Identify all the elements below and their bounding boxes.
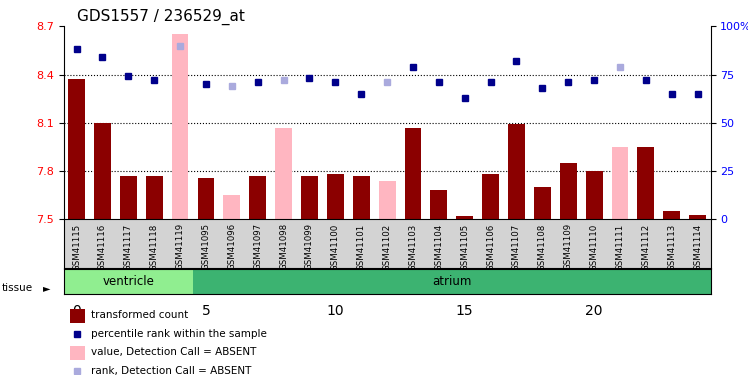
Bar — [146, 176, 162, 219]
Bar — [224, 195, 240, 219]
Text: GSM41103: GSM41103 — [408, 223, 417, 270]
Text: GSM41118: GSM41118 — [150, 223, 159, 270]
Text: tissue: tissue — [1, 283, 33, 293]
Text: ventricle: ventricle — [102, 275, 154, 288]
Text: GSM41101: GSM41101 — [357, 223, 366, 270]
Text: GSM41098: GSM41098 — [279, 223, 288, 270]
Text: GSM41108: GSM41108 — [538, 223, 547, 270]
Bar — [456, 216, 473, 219]
Text: GSM41109: GSM41109 — [564, 223, 573, 270]
Bar — [301, 176, 318, 219]
Text: GSM41111: GSM41111 — [616, 223, 625, 270]
Bar — [586, 171, 603, 219]
Text: GSM41096: GSM41096 — [227, 223, 236, 270]
Bar — [249, 176, 266, 219]
Bar — [327, 174, 344, 219]
Text: GSM41097: GSM41097 — [253, 223, 263, 270]
Text: GSM41110: GSM41110 — [589, 223, 598, 270]
Bar — [482, 174, 499, 219]
Bar — [171, 34, 188, 219]
Text: GSM41113: GSM41113 — [667, 223, 676, 270]
Text: GDS1557 / 236529_at: GDS1557 / 236529_at — [76, 9, 245, 25]
Text: GSM41095: GSM41095 — [201, 223, 210, 270]
Bar — [68, 80, 85, 219]
Text: GSM41100: GSM41100 — [331, 223, 340, 270]
Text: GSM41105: GSM41105 — [460, 223, 469, 270]
Bar — [534, 187, 551, 219]
Bar — [94, 123, 111, 219]
Text: GSM41119: GSM41119 — [176, 223, 185, 270]
Text: ►: ► — [43, 283, 51, 293]
Bar — [612, 147, 628, 219]
Bar — [378, 181, 396, 219]
Bar — [275, 128, 292, 219]
Bar — [637, 147, 654, 219]
Bar — [430, 190, 447, 219]
Bar — [70, 309, 85, 323]
Bar — [70, 346, 85, 360]
Bar — [560, 163, 577, 219]
Text: GSM41107: GSM41107 — [512, 223, 521, 270]
Text: transformed count: transformed count — [91, 310, 188, 320]
Bar — [197, 177, 215, 219]
Text: percentile rank within the sample: percentile rank within the sample — [91, 328, 267, 339]
Text: GSM41099: GSM41099 — [305, 223, 314, 270]
Bar — [120, 176, 137, 219]
Text: GSM41104: GSM41104 — [435, 223, 444, 270]
Text: GSM41117: GSM41117 — [123, 223, 133, 270]
Bar — [405, 128, 421, 219]
Text: atrium: atrium — [432, 275, 471, 288]
Text: GSM41112: GSM41112 — [641, 223, 651, 270]
Bar — [353, 176, 370, 219]
Text: GSM41102: GSM41102 — [382, 223, 392, 270]
Bar — [64, 269, 193, 294]
Text: rank, Detection Call = ABSENT: rank, Detection Call = ABSENT — [91, 366, 251, 375]
Text: GSM41115: GSM41115 — [72, 223, 81, 270]
Text: GSM41106: GSM41106 — [486, 223, 495, 270]
Text: value, Detection Call = ABSENT: value, Detection Call = ABSENT — [91, 347, 257, 357]
Bar — [689, 214, 706, 219]
Bar — [663, 211, 680, 219]
Bar — [508, 124, 525, 219]
Text: GSM41114: GSM41114 — [693, 223, 702, 270]
Text: GSM41116: GSM41116 — [98, 223, 107, 270]
